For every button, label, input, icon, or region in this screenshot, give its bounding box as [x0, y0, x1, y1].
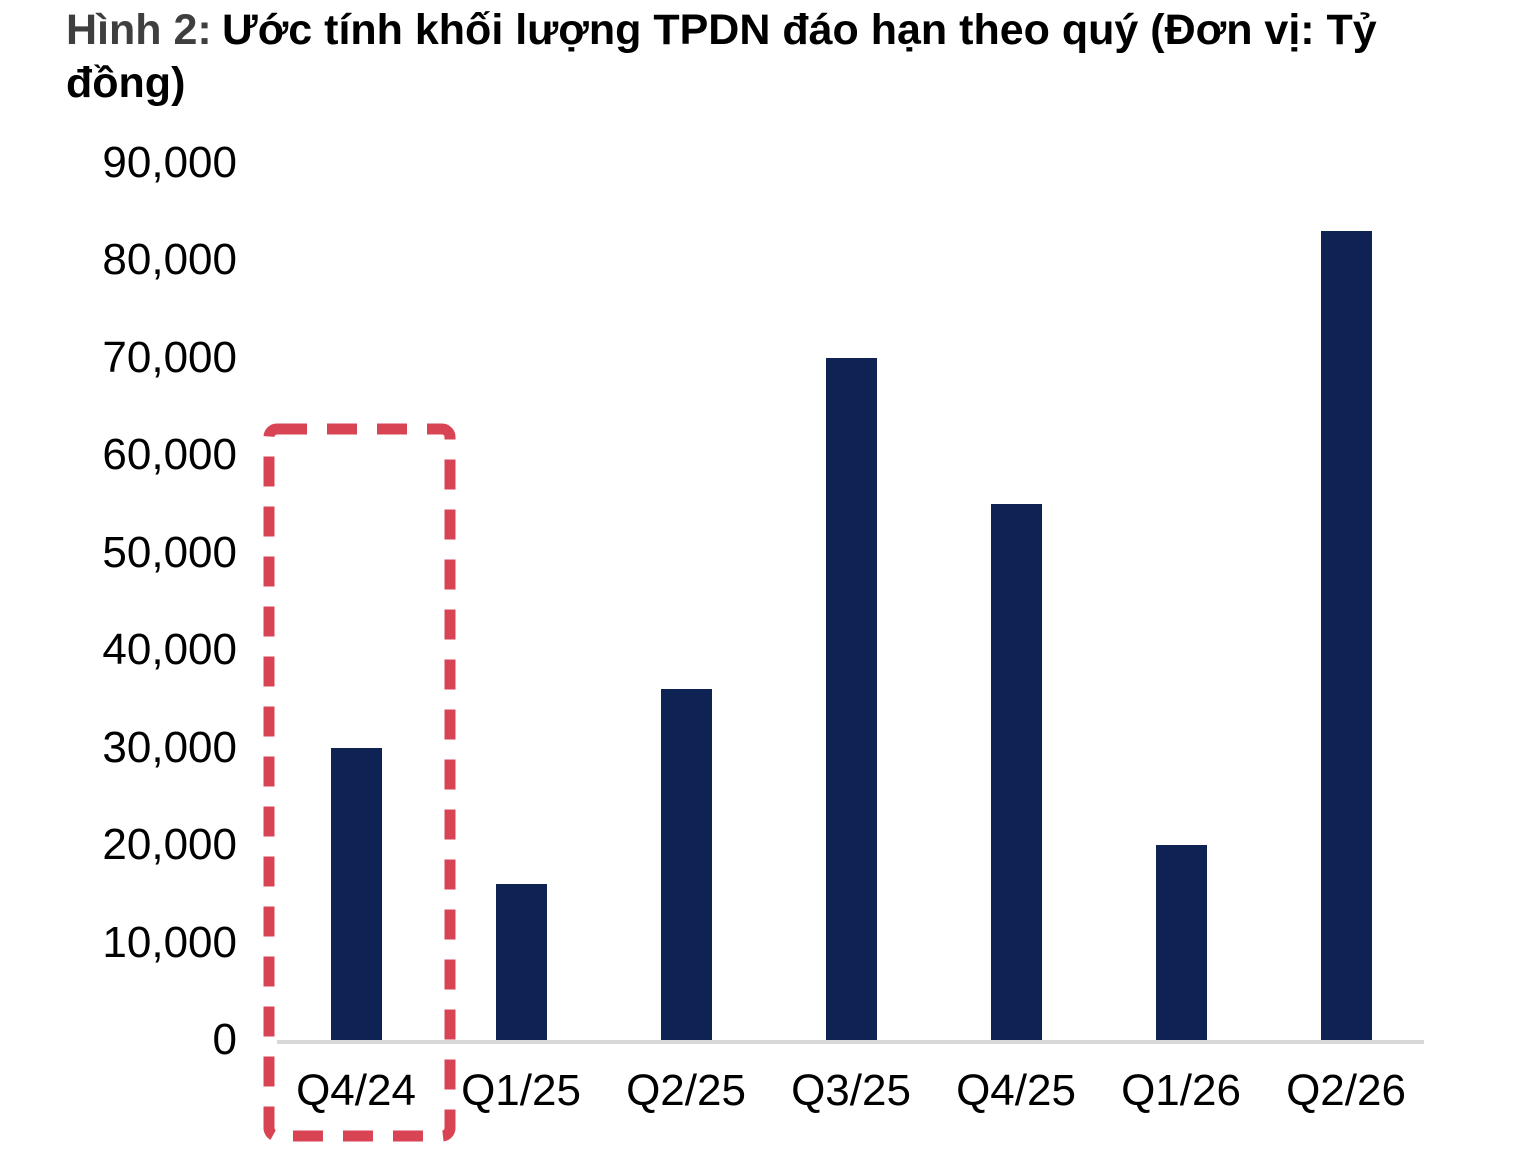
bar-q4-25: [990, 504, 1042, 1040]
y-axis-tick-label: 20,000: [102, 820, 237, 870]
bar-q2-25: [660, 689, 712, 1040]
x-axis-label: Q2/25: [626, 1066, 746, 1115]
chart-title-text: Ước tính khối lượng TPDN đáo hạn theo qu…: [66, 6, 1377, 107]
x-axis-label: Q1/25: [461, 1066, 581, 1115]
bar-q2-26: [1320, 231, 1372, 1040]
x-axis-label: Q4/25: [956, 1066, 1076, 1115]
y-axis-tick-label: 50,000: [102, 527, 237, 577]
y-axis-tick-label: 70,000: [102, 332, 237, 382]
y-axis-tick-label: 60,000: [102, 430, 237, 480]
y-axis-tick-label: 80,000: [102, 235, 237, 285]
x-axis-label: Q4/24: [296, 1066, 416, 1115]
y-axis-tick-label: 0: [212, 1015, 237, 1064]
chart-title-prefix: Hình 2:: [66, 6, 212, 54]
x-axis-label: Q2/26: [1286, 1066, 1406, 1115]
x-axis-label: Q1/26: [1121, 1066, 1241, 1115]
y-axis-tick-label: 10,000: [102, 917, 237, 967]
bar-q3-25: [825, 357, 877, 1040]
bar-q4-24: [330, 747, 382, 1040]
x-axis-line: [277, 1040, 1424, 1044]
x-axis-label: Q3/25: [791, 1066, 911, 1115]
y-axis-tick-label: 40,000: [102, 625, 237, 675]
bar-q1-26: [1155, 845, 1207, 1040]
bar-q1-25: [495, 884, 547, 1040]
y-axis-tick-label: 30,000: [102, 722, 237, 772]
y-axis-tick-label: 90,000: [102, 138, 237, 187]
chart-title: Hình 2: Ước tính khối lượng TPDN đáo hạn …: [66, 4, 1436, 110]
